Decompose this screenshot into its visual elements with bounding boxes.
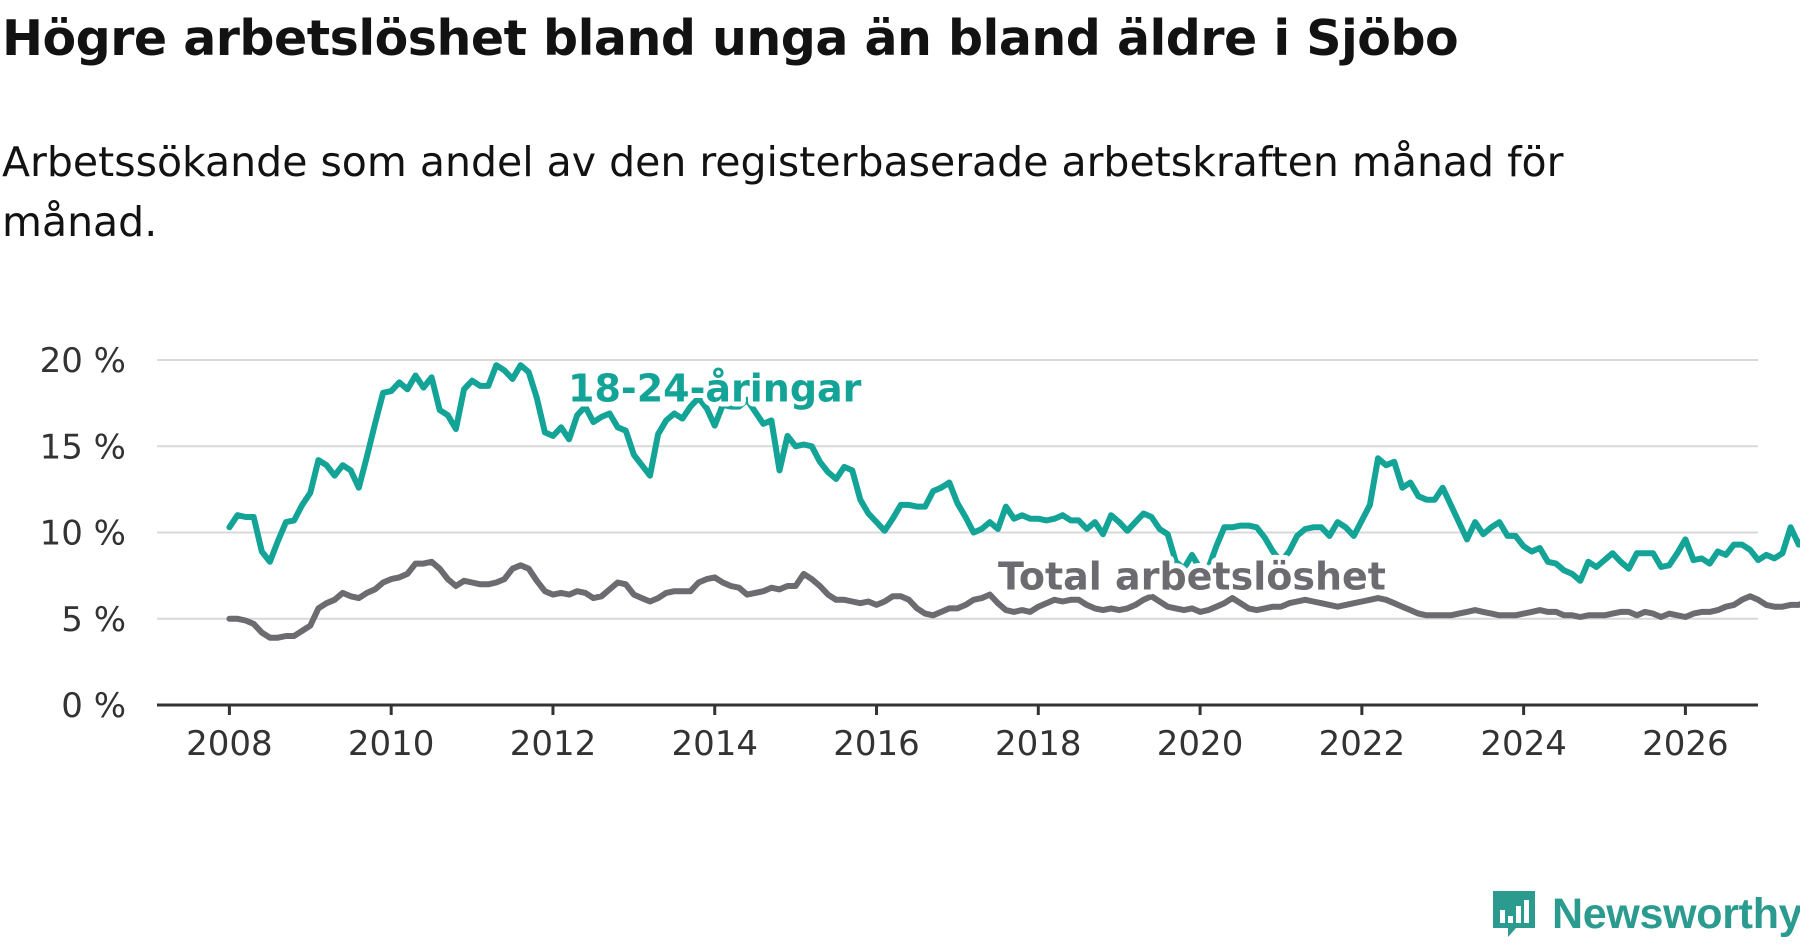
axes: 0 % 5 % 10 % 15 % 20 % 2008 2010 2012 2014 2016 20… [40,341,1758,764]
x-tick-label: 2026 [1642,724,1729,764]
y-tick-label: 20 % [40,341,126,381]
brand-name: Newsworthy [1552,890,1800,939]
newsworthy-bar-chart-icon [1490,888,1538,940]
y-tick-label: 10 % [40,514,126,554]
newsworthy-brand: Newsworthy [1490,888,1800,940]
y-tick-label: 15 % [40,427,126,467]
x-tick-label: 2016 [833,724,920,764]
x-tick-label: 2012 [510,724,597,764]
series-label-youth: 18-24-åringar [568,366,862,410]
x-tick-label: 2014 [671,724,758,764]
y-tick-label: 0 % [61,686,126,726]
series-labels: 18-24-åringar Total arbetslöshet [568,366,1386,598]
x-tick-label: 2020 [1157,724,1244,764]
chart-subtitle: Arbetssökande som andel av den registerb… [2,132,1702,252]
series-line-youth [229,365,1800,584]
x-tick-label: 2024 [1480,724,1567,764]
x-tick-label: 2018 [995,724,1082,764]
series-label-total: Total arbetslöshet [998,554,1386,598]
chart-title: Högre arbetslöshet bland unga än bland ä… [2,6,1458,72]
x-tick-label: 2010 [348,724,435,764]
x-tick-label: 2022 [1319,724,1406,764]
y-tick-label: 5 % [61,600,126,640]
x-tick-label: 2008 [186,724,273,764]
